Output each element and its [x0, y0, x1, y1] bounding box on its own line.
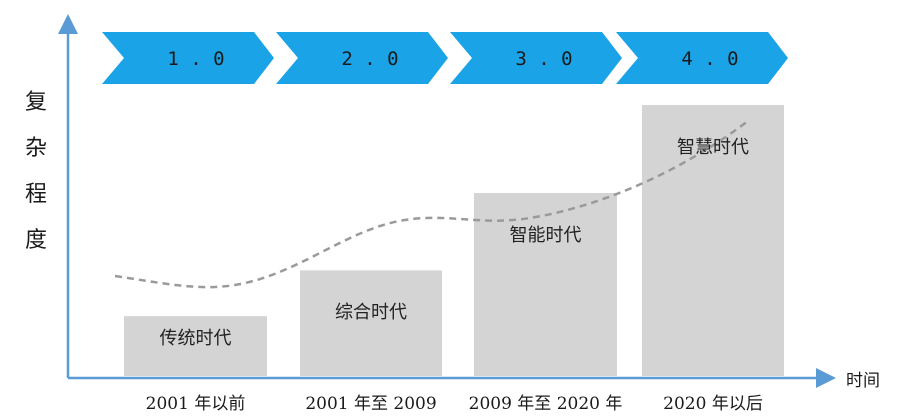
era-bar-1: [124, 316, 267, 376]
y-axis-label-char: 程: [24, 182, 47, 207]
version-chevron-3: [450, 32, 622, 84]
period-label-3: 2009 年至 2020 年: [468, 394, 623, 414]
bars-layer: [124, 104, 784, 377]
version-label-4: 4 . 0: [681, 48, 738, 70]
era-label-2: 综合时代: [335, 302, 407, 324]
version-label-1: 1 . 0: [167, 48, 224, 70]
chevrons-layer: 1 . 0 2 . 0 3 . 0 4 . 0: [102, 32, 788, 84]
version-label-3: 3 . 0: [515, 48, 572, 70]
trend-dashed-line: [114, 120, 749, 289]
era-bar-3: [474, 192, 617, 376]
y-axis-label-char: 度: [24, 228, 47, 253]
period-label-2: 2001 年至 2009: [305, 394, 437, 414]
era-label-4: 智慧时代: [677, 136, 749, 158]
x-axis-label: 时间: [846, 371, 880, 391]
era-bar-2: [300, 270, 442, 376]
era-bar-4: [642, 104, 784, 377]
y-axis-label-char: 杂: [24, 136, 47, 161]
version-chevron-1: [102, 32, 274, 84]
period-label-4: 2020 年以后: [663, 394, 763, 414]
y-axis-label-char: 复: [24, 90, 47, 115]
era-label-3: 智能时代: [509, 224, 582, 246]
era-label-1: 传统时代: [159, 328, 232, 350]
period-label-1: 2001 年以前: [145, 394, 246, 414]
version-label-2: 2 . 0: [341, 48, 398, 70]
version-chevron-4: [616, 32, 788, 84]
version-chevron-2: [276, 32, 448, 84]
